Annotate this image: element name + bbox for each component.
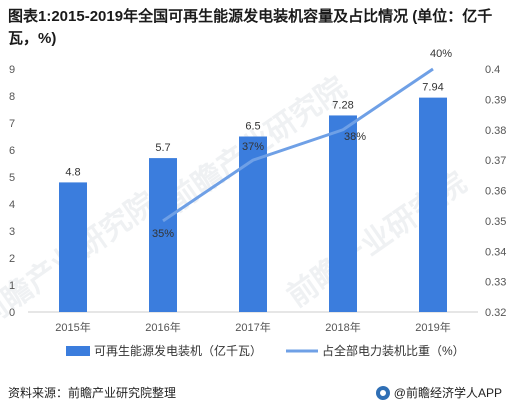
- y-right-tick-label: 0.32: [485, 307, 506, 319]
- legend: 可再生能源发电装机（亿千瓦） 占全部电力装机比重（%）: [66, 343, 465, 358]
- line-data-label: 35%: [152, 228, 174, 240]
- legend-line-label: 占全部电力装机比重（%）: [322, 343, 465, 358]
- y-right-tick-label: 0.4: [485, 64, 500, 76]
- x-tick-label: 2015年: [55, 320, 90, 334]
- right-axis: 0.32 0.33 0.34 0.35 0.36 0.37 0.38 0.39 0.4: [485, 64, 506, 319]
- x-tick-label: 2017年: [235, 320, 270, 334]
- y-left-tick-label: 8: [9, 91, 15, 103]
- x-tick-label: 2018年: [325, 320, 360, 334]
- y-right-tick-label: 0.39: [485, 94, 506, 106]
- y-right-tick-label: 0.33: [485, 277, 506, 289]
- line-data-label: 37%: [242, 141, 264, 153]
- bar-data-label: 5.7: [155, 142, 170, 154]
- y-right-tick-label: 0.34: [485, 246, 506, 258]
- x-tick-labels: 2015年 2016年 2017年 2018年 2019年: [55, 320, 450, 334]
- brand-credit: @前瞻经济学人APP: [375, 384, 502, 401]
- bars: [59, 97, 447, 313]
- left-axis: 0 1 2 3 4 5 6 7 8 9: [9, 64, 15, 319]
- bar-data-label: 4.8: [65, 166, 80, 178]
- y-left-tick-label: 2: [9, 253, 15, 265]
- legend-bar-label: 可再生能源发电装机（亿千瓦）: [94, 343, 262, 358]
- brand-text: @前瞻经济学人APP: [393, 386, 502, 400]
- legend-bar-swatch: [66, 346, 90, 356]
- x-tick-label: 2016年: [145, 320, 180, 334]
- line-path: [162, 67, 434, 223]
- bar: [239, 136, 267, 312]
- chart-title: 图表1:2015-2019年全国可再生能源发电装机容量及占比情况 (单位：亿千瓦…: [8, 8, 493, 47]
- line-data-labels: 35% 37% 38% 40%: [152, 48, 452, 240]
- bar: [329, 115, 357, 312]
- y-left-tick-label: 9: [9, 64, 15, 76]
- y-right-tick-label: 0.36: [485, 186, 506, 198]
- bar: [59, 182, 87, 312]
- line-data-label: 40%: [430, 48, 452, 60]
- y-right-tick-label: 0.37: [485, 155, 506, 167]
- y-left-tick-label: 7: [9, 118, 15, 130]
- y-left-tick-label: 1: [9, 280, 15, 292]
- x-tick-label: 2019年: [415, 320, 450, 334]
- bar-data-labels: 4.8 5.7 6.5 7.28 7.94: [65, 82, 443, 179]
- line-series: [162, 67, 434, 223]
- y-left-tick-label: 0: [9, 307, 15, 319]
- y-left-tick-label: 5: [9, 172, 15, 184]
- source-note: 资料来源：前瞻产业研究院整理: [8, 386, 177, 400]
- bar-data-label: 7.28: [332, 99, 353, 111]
- y-left-tick-label: 3: [9, 226, 15, 238]
- y-left-tick-label: 6: [9, 145, 15, 157]
- bar-data-label: 6.5: [245, 121, 260, 133]
- y-right-tick-label: 0.38: [485, 125, 506, 137]
- bar: [419, 97, 447, 313]
- bar-data-label: 7.94: [422, 82, 443, 94]
- y-left-tick-label: 4: [9, 199, 15, 211]
- line-data-label: 38%: [344, 131, 366, 143]
- bar: [149, 158, 177, 312]
- y-right-tick-label: 0.35: [485, 216, 506, 228]
- brand-logo-icon: [375, 385, 390, 400]
